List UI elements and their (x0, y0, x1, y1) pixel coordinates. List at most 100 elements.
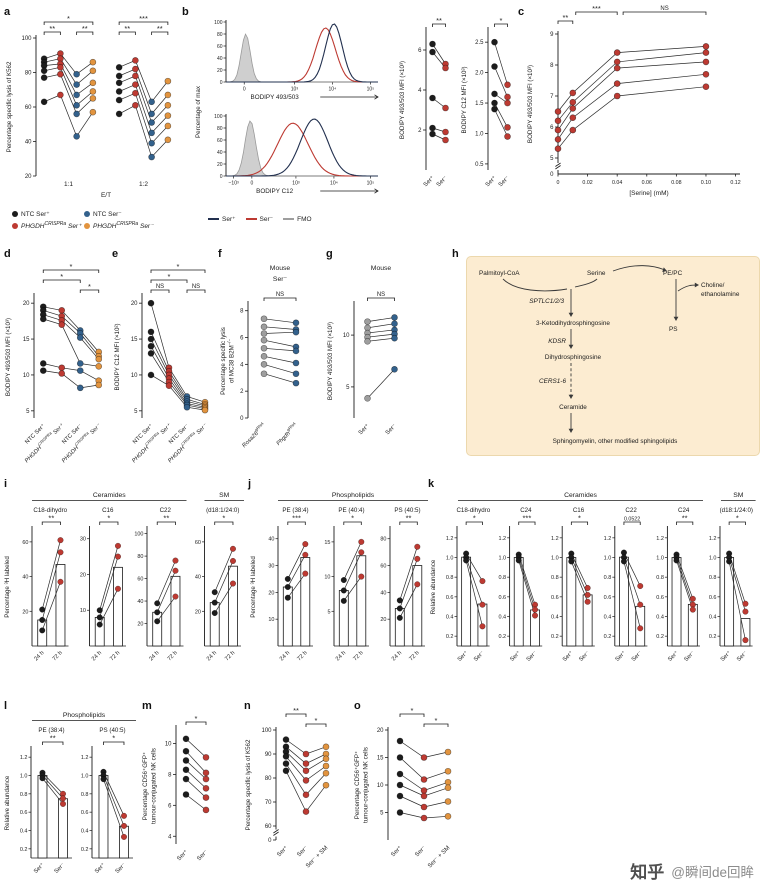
svg-text:20: 20 (380, 617, 386, 623)
svg-text:1.0: 1.0 (604, 556, 612, 562)
svg-text:6: 6 (240, 336, 244, 342)
svg-text:PhgdhgRNA: PhgdhgRNA (274, 421, 300, 447)
svg-text:2: 2 (240, 389, 244, 395)
svg-text:0.6: 0.6 (498, 595, 506, 601)
svg-text:0.12: 0.12 (730, 180, 740, 186)
svg-text:−10³: −10³ (229, 181, 239, 187)
svg-text:Ser⁻ + SM: Ser⁻ + SM (427, 845, 451, 869)
svg-text:[Serine] (mM): [Serine] (mM) (629, 190, 668, 197)
svg-text:100: 100 (21, 36, 32, 42)
svg-text:0.6: 0.6 (551, 595, 559, 601)
legend-b-item: Ser⁻ (245, 215, 273, 223)
legend-dot-icon (84, 211, 90, 217)
svg-text:60: 60 (137, 577, 143, 583)
panel-h-pathway-diagram: Palmitoyl-CoA Serine PE/PC Choline/ethanola… (479, 265, 740, 445)
svg-text:Ser⁻: Ser⁻ (578, 650, 591, 663)
svg-text:**: ** (157, 24, 163, 33)
svg-text:0.2: 0.2 (656, 634, 664, 640)
svg-text:C18-dihydro: C18-dihydro (456, 507, 490, 514)
svg-text:***: *** (292, 514, 301, 523)
svg-text:4: 4 (418, 88, 422, 94)
svg-text:60: 60 (265, 824, 272, 830)
svg-text:100: 100 (214, 20, 223, 26)
svg-text:1.0: 1.0 (498, 556, 506, 562)
svg-text:*: * (315, 716, 318, 725)
svg-text:CERS1-6: CERS1-6 (539, 378, 566, 385)
svg-text:3-Ketodihydrosphingosine: 3-Ketodihydrosphingosine (536, 320, 610, 327)
svg-text:20: 20 (268, 590, 274, 596)
svg-text:*: * (168, 272, 171, 281)
svg-text:4: 4 (240, 362, 244, 368)
svg-text:6: 6 (168, 803, 172, 809)
svg-text:1.0: 1.0 (475, 131, 484, 137)
svg-text:Ser⁺: Ser⁺ (176, 848, 190, 862)
svg-text:0: 0 (240, 416, 244, 422)
panel-a-legend: NTC Ser⁺ NTC Ser⁻ PHGDHCRISPRa Ser⁺ PHGDHCR… (12, 210, 182, 230)
svg-text:24 h: 24 h (206, 650, 218, 662)
svg-text:Ser⁻: Ser⁻ (273, 276, 288, 283)
svg-text:Percentage specific lysis: Percentage specific lysis (220, 327, 227, 395)
svg-text:24 h: 24 h (335, 650, 347, 662)
svg-text:C22: C22 (625, 507, 637, 514)
svg-text:0: 0 (268, 838, 272, 844)
svg-text:20: 20 (22, 609, 28, 615)
svg-text:10⁴: 10⁴ (330, 181, 338, 187)
svg-text:KDSR: KDSR (548, 338, 566, 345)
svg-text:C16: C16 (573, 507, 585, 514)
svg-text:Ser⁻: Ser⁻ (683, 650, 696, 663)
svg-text:40: 40 (380, 590, 386, 596)
svg-text:Percentage ³H labeled: Percentage ³H labeled (250, 556, 257, 618)
svg-text:1.0: 1.0 (656, 556, 664, 562)
svg-text:*: * (351, 514, 354, 523)
svg-text:1.2: 1.2 (604, 536, 612, 542)
svg-text:0.2: 0.2 (20, 847, 28, 853)
panel-letter-b: b (182, 6, 189, 18)
svg-text:NS: NS (660, 6, 668, 12)
svg-text:100: 100 (261, 728, 272, 734)
svg-text:Sphingomyelin, other modified: Sphingomyelin, other modified sphingolip… (553, 438, 678, 445)
panel-b-dotplot-c12: 0.5 1.0 1.5 2.0 2.5 BODIPY C12 MFI (×10³) * Ser… (461, 16, 511, 188)
svg-text:10⁴: 10⁴ (329, 87, 337, 93)
svg-text:(d18:1/24:0): (d18:1/24:0) (206, 507, 239, 514)
svg-text:Serine: Serine (587, 270, 606, 277)
svg-text:80: 80 (217, 32, 223, 38)
svg-text:0.02: 0.02 (582, 180, 592, 186)
svg-text:2: 2 (418, 128, 422, 134)
svg-text:*: * (222, 514, 225, 523)
svg-text:BODIPY 493/503 MFI (×10³): BODIPY 493/503 MFI (×10³) (327, 322, 334, 400)
svg-text:**: ** (682, 514, 688, 523)
svg-text:Ceramides: Ceramides (93, 492, 126, 499)
svg-text:1.2: 1.2 (446, 536, 454, 542)
legend-line-icon (283, 218, 295, 220)
svg-text:Ser⁻: Ser⁻ (498, 175, 511, 188)
svg-text:*: * (107, 514, 110, 523)
svg-text:40: 40 (25, 140, 32, 146)
svg-text:Ser⁻: Ser⁻ (473, 650, 486, 663)
svg-text:*: * (60, 272, 63, 281)
svg-text:Mouse: Mouse (371, 265, 392, 272)
svg-text:1.2: 1.2 (551, 536, 559, 542)
svg-text:Ser⁺: Ser⁺ (456, 649, 470, 663)
svg-text:Ser⁻: Ser⁻ (196, 849, 209, 862)
svg-text:NS: NS (276, 292, 284, 298)
svg-text:70: 70 (265, 800, 272, 806)
svg-text:1:2: 1:2 (139, 181, 148, 188)
legend-line-icon (208, 218, 219, 220)
svg-text:0.06: 0.06 (642, 180, 652, 186)
panel-letter-f: f (218, 248, 222, 260)
legend-b-label: Ser⁺ (222, 216, 236, 223)
svg-text:1.2: 1.2 (498, 536, 506, 542)
svg-text:Dihydrosphingosine: Dihydrosphingosine (545, 354, 602, 361)
svg-text:1.0: 1.0 (709, 556, 717, 562)
legend-a-label: NTC Ser⁻ (93, 211, 122, 218)
svg-text:NS: NS (156, 284, 164, 290)
panel-letter-k: k (428, 478, 435, 490)
panel-j-chart-group: Percentage ³H labeled Phospholipids PE (38… (250, 492, 428, 662)
svg-text:0: 0 (557, 180, 560, 186)
svg-text:6: 6 (550, 125, 554, 131)
svg-text:***: *** (592, 4, 601, 13)
svg-text:15: 15 (23, 337, 30, 343)
svg-text:20: 20 (131, 301, 138, 307)
svg-text:SM: SM (219, 492, 230, 499)
